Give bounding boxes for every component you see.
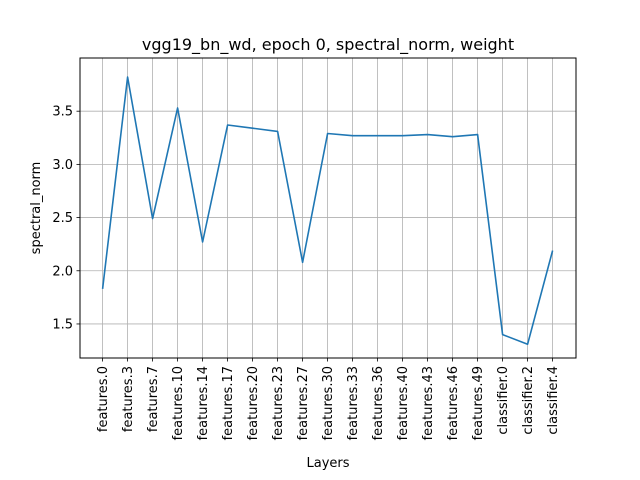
y-tick-label: 2.5 bbox=[52, 211, 73, 226]
x-tick-label: features.49 bbox=[471, 366, 486, 440]
x-tick-label: features.33 bbox=[346, 366, 361, 440]
x-tick-label: features.17 bbox=[221, 366, 236, 440]
x-tick-label: features.10 bbox=[171, 366, 186, 440]
x-tick-label: features.40 bbox=[396, 366, 411, 440]
grid-lines bbox=[80, 58, 576, 358]
y-tick-label: 2.0 bbox=[52, 264, 73, 279]
x-tick-label: features.7 bbox=[146, 366, 161, 432]
x-tick-label: features.20 bbox=[246, 366, 261, 440]
x-tick-label: features.14 bbox=[196, 366, 211, 440]
y-tick-label: 1.5 bbox=[52, 317, 73, 332]
x-tick-label: classifier.2 bbox=[521, 366, 536, 435]
x-tick-label: features.3 bbox=[121, 366, 136, 432]
x-axis-ticks: features.0 features.3 features.7 features.1… bbox=[96, 358, 561, 440]
x-tick-label: features.30 bbox=[321, 366, 336, 440]
x-tick-label: features.36 bbox=[371, 366, 386, 440]
y-tick-label: 3.5 bbox=[52, 105, 73, 120]
x-tick-label: features.43 bbox=[421, 366, 436, 440]
x-tick-label: features.23 bbox=[271, 366, 286, 440]
x-axis-label: Layers bbox=[306, 456, 349, 471]
series-lines bbox=[101, 76, 554, 346]
x-tick-label: features.0 bbox=[96, 366, 111, 432]
x-tick-label: features.46 bbox=[446, 366, 461, 440]
y-tick-label: 3.0 bbox=[52, 158, 73, 173]
y-axis-ticks: 1.5 2.0 2.5 3.0 3.5 bbox=[52, 105, 80, 332]
chart-title: vgg19_bn_wd, epoch 0, spectral_norm, wei… bbox=[142, 35, 514, 55]
x-tick-label: features.27 bbox=[296, 366, 311, 440]
x-tick-label: classifier.4 bbox=[546, 366, 561, 435]
y-axis-label: spectral_norm bbox=[29, 162, 44, 255]
x-tick-label: classifier.0 bbox=[496, 366, 511, 435]
